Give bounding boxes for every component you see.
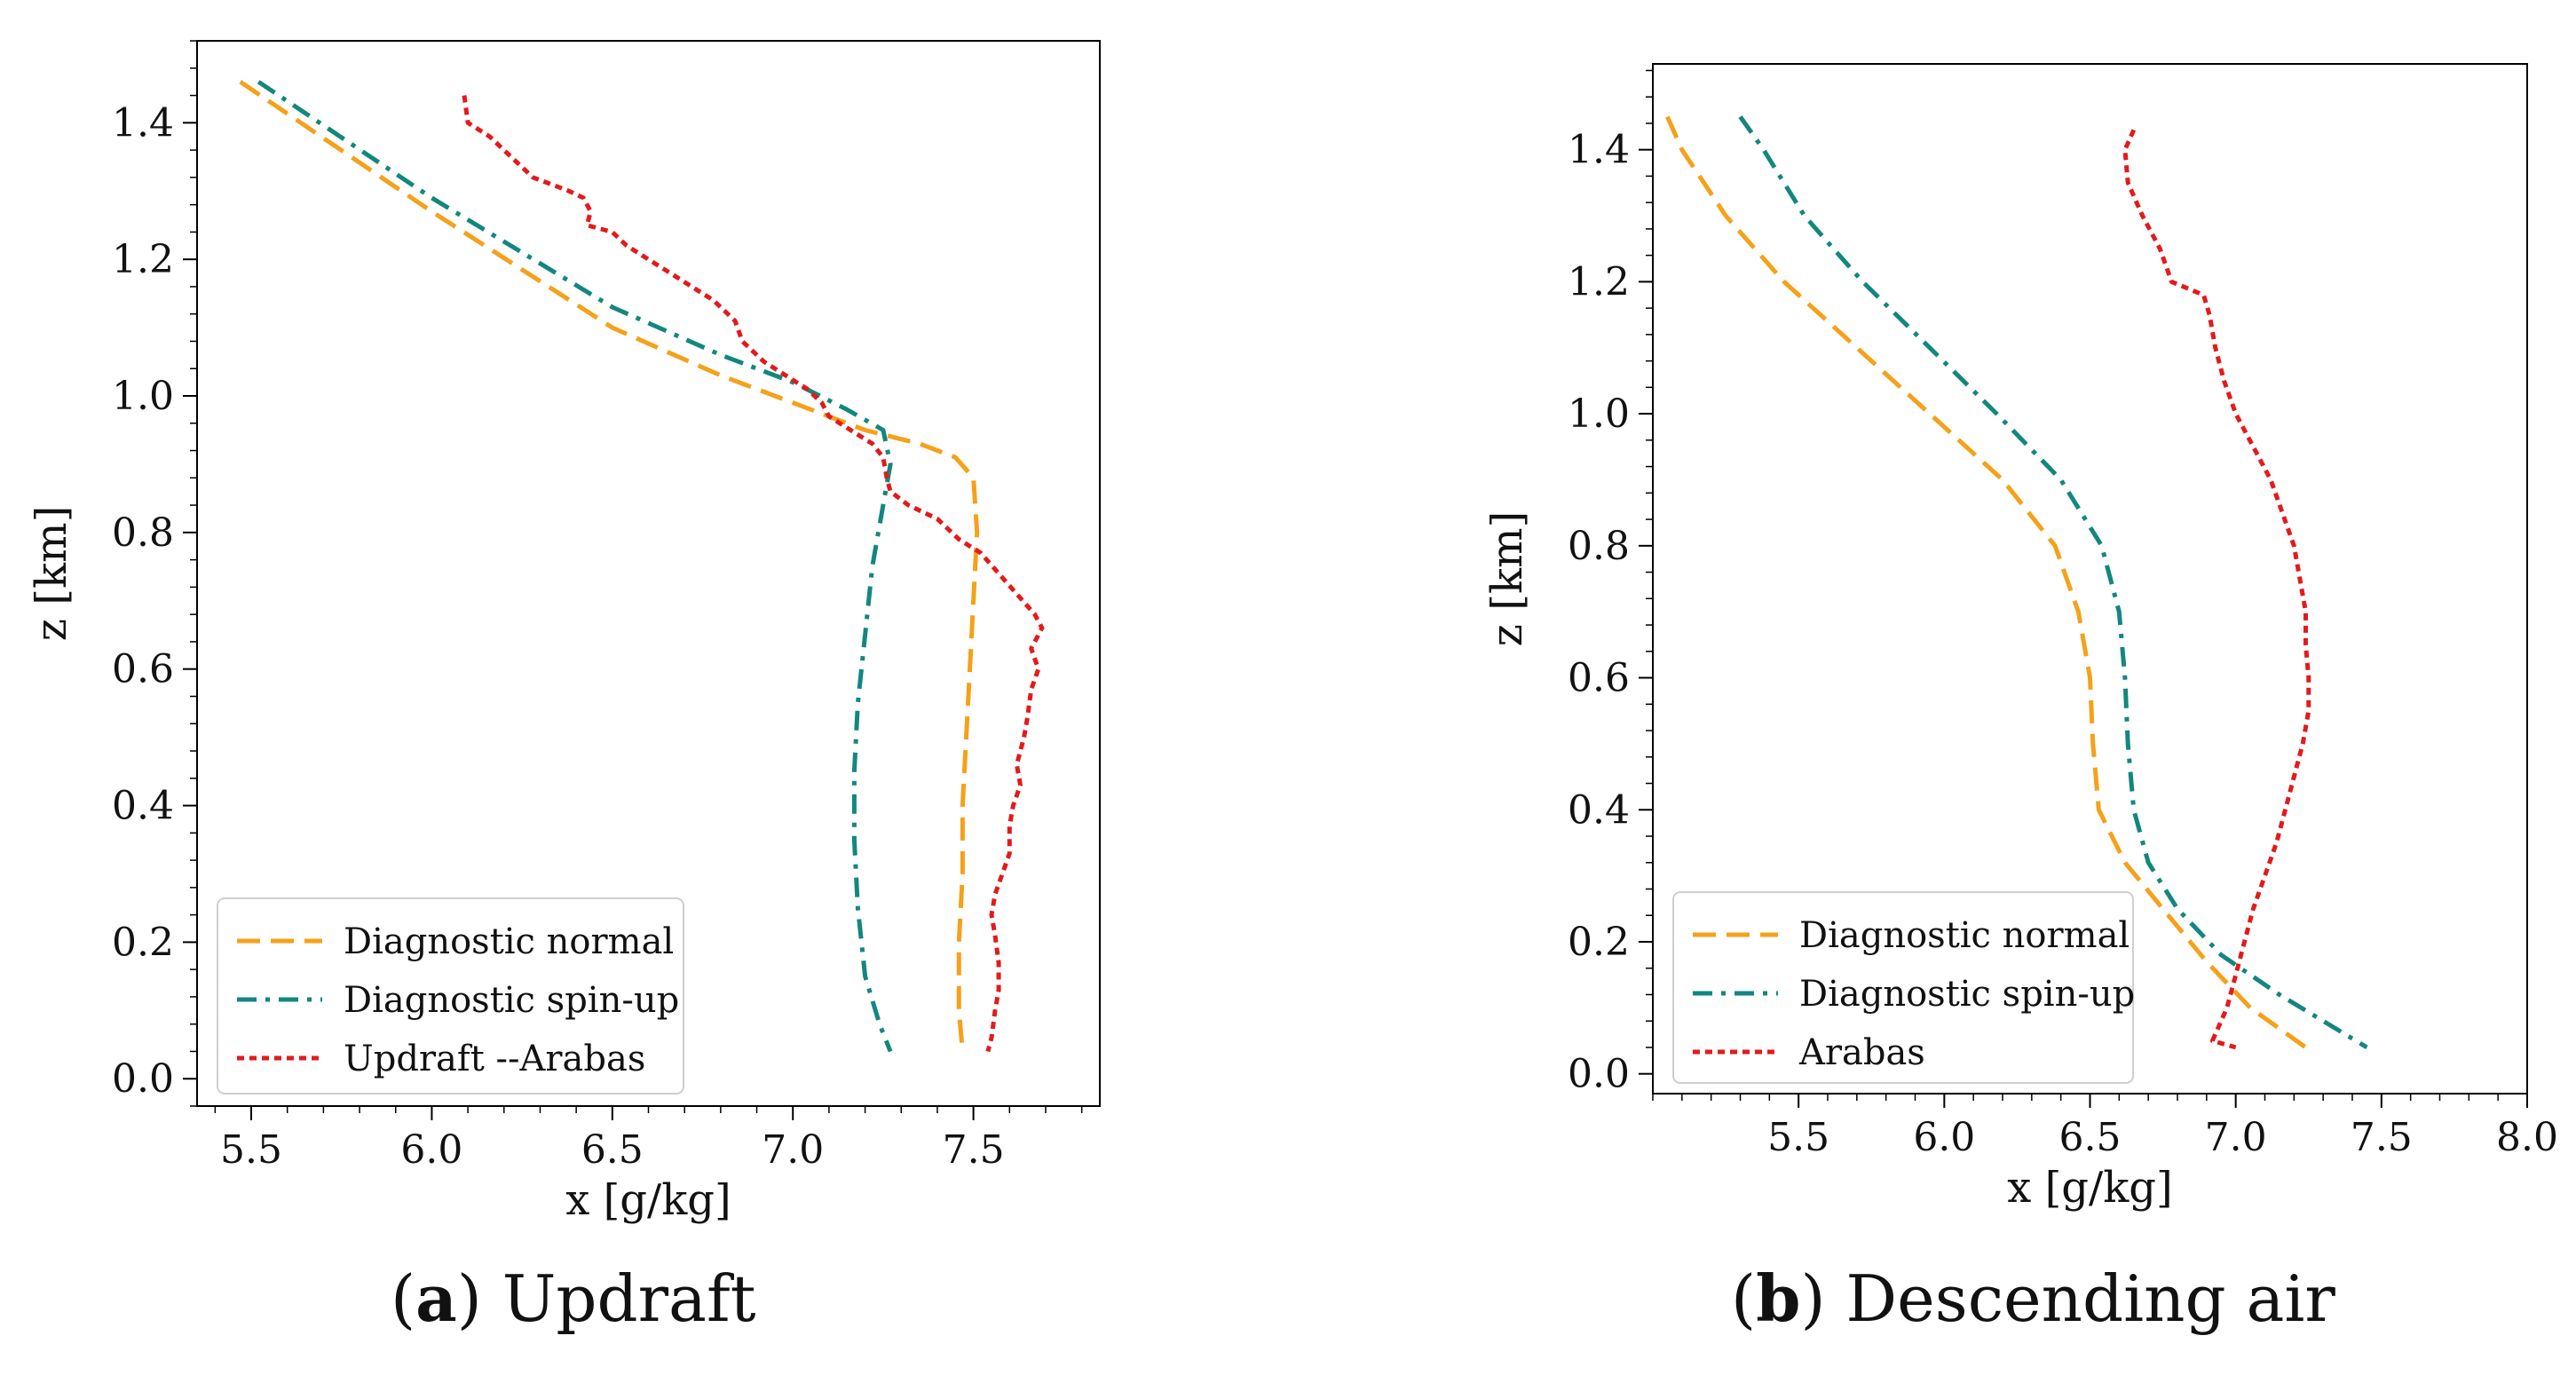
x-tick-label-b: 7.0	[2205, 1115, 2267, 1160]
y-tick-label-a: 1.2	[112, 237, 174, 282]
y-tick-label-a: 0.6	[112, 647, 174, 692]
y-tick-label-b: 1.2	[1568, 259, 1630, 304]
caption-b-text: Descending air	[1845, 1261, 2335, 1336]
legend-label-a-1: Diagnostic spin-up	[344, 980, 679, 1021]
y-tick-label-b: 0.8	[1568, 524, 1630, 569]
legend-label-b-2: Arabas	[1798, 1032, 1925, 1073]
legend-label-b-0: Diagnostic normal	[1799, 915, 2130, 956]
x-tick-label-a: 6.5	[581, 1127, 644, 1173]
series-line-a-0	[239, 80, 980, 1052]
y-tick-label-a: 1.0	[112, 374, 174, 419]
y-tick-label-b: 1.0	[1568, 391, 1630, 437]
series-line-b-0	[1665, 115, 2307, 1049]
y-tick-label-a: 0.8	[112, 510, 174, 556]
y-tick-label-a: 0.2	[112, 920, 174, 965]
y-tick-label-b: 1.4	[1568, 128, 1630, 173]
x-axis-label-b: x [g/kg]	[2007, 1163, 2173, 1213]
y-axis-label-a: z [km]	[27, 506, 76, 642]
y-tick-label-b: 0.6	[1568, 656, 1630, 701]
series-line-b-1	[1738, 115, 2368, 1050]
y-tick-label-b: 0.0	[1568, 1052, 1630, 1097]
caption-a-letter: a	[415, 1261, 457, 1336]
x-tick-label-b: 6.5	[2059, 1115, 2122, 1160]
x-tick-label-a: 7.0	[762, 1127, 824, 1173]
y-tick-label-b: 0.2	[1568, 920, 1630, 965]
y-tick-label-b: 0.4	[1568, 787, 1630, 833]
x-tick-label-a: 5.5	[220, 1127, 282, 1173]
series-line-a-2	[462, 95, 1045, 1053]
caption-panel-b: (b) Descending air	[1731, 1261, 2335, 1336]
legend-label-a-0: Diagnostic normal	[344, 921, 674, 962]
y-tick-label-a: 0.0	[112, 1056, 174, 1102]
caption-b-letter: b	[1756, 1261, 1801, 1336]
y-tick-label-a: 1.4	[112, 100, 174, 146]
caption-a-text: Updraft	[502, 1261, 756, 1336]
series-line-b-2	[2122, 129, 2311, 1050]
x-tick-label-b: 8.0	[2496, 1115, 2558, 1160]
x-tick-label-b: 5.5	[1767, 1115, 1829, 1160]
legend-box-b	[1672, 891, 2134, 1084]
panel-a-chart: 5.5 6.0 6.5 7.0 7.5 0.0 0.2 0.4 0.6 0.8 1.0 1.2 1.4 x…	[27, 40, 1101, 1225]
y-tick-label-a: 0.4	[112, 784, 174, 829]
x-tick-label-b: 6.0	[1913, 1115, 1975, 1160]
legend-label-b-1: Diagnostic spin-up	[1799, 974, 2135, 1015]
caption-panel-a: (a) Updraft	[391, 1261, 756, 1336]
x-tick-label-b: 7.5	[2351, 1115, 2413, 1160]
panel-b-chart: 5.5 6.0 6.5 7.0 7.5 8.0 0.0 0.2 0.4 0.6 0.8 1.0 1.2 1…	[1482, 63, 2558, 1213]
legend-label-a-2: Updraft --Arabas	[344, 1039, 645, 1079]
y-axis-label-b: z [km]	[1482, 511, 1532, 647]
series-line-a-1	[257, 80, 893, 1053]
x-axis-label-a: x [g/kg]	[565, 1175, 731, 1225]
x-tick-label-a: 7.5	[943, 1127, 1005, 1173]
legend-box-a	[217, 897, 684, 1095]
x-tick-label-a: 6.0	[400, 1127, 462, 1173]
